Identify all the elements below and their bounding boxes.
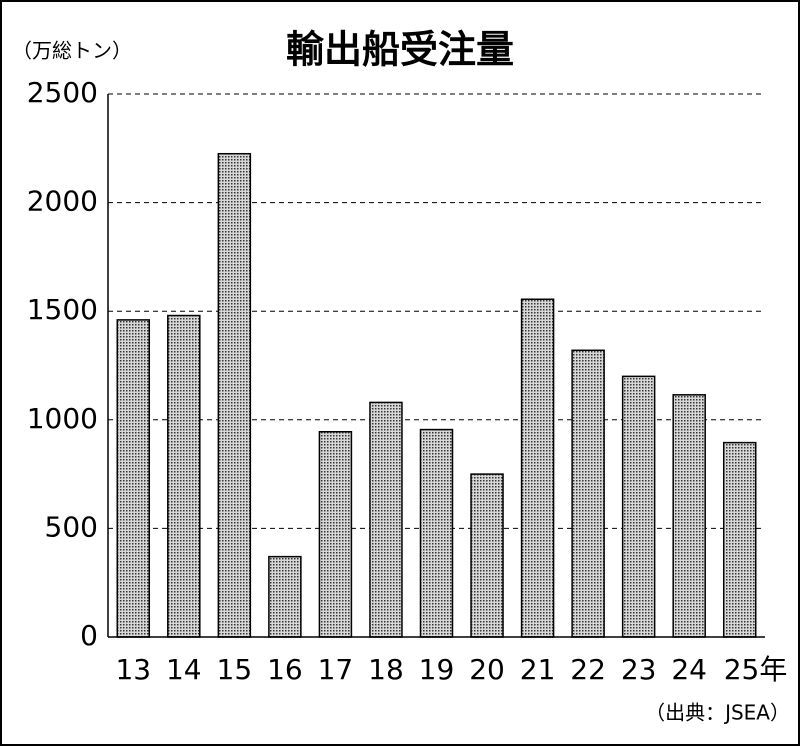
- x-tick-label: 17: [318, 653, 354, 686]
- y-tick-label: 2000: [27, 185, 98, 218]
- y-tick-label: 1000: [27, 402, 98, 435]
- x-tick-label: 13: [115, 653, 151, 686]
- x-tick-label: 15: [217, 653, 253, 686]
- bar: [318, 430, 353, 638]
- bar: [369, 401, 403, 638]
- x-tick-label: 18: [368, 653, 404, 686]
- x-tick-label: 24: [671, 653, 707, 686]
- y-axis-unit: （万総トン）: [12, 39, 132, 63]
- bar: [470, 473, 504, 638]
- chart-title: 輸出船受注量: [286, 28, 514, 72]
- source: （出典：JSEA）: [645, 701, 790, 725]
- x-tick-label: 19: [419, 653, 455, 686]
- bar: [116, 319, 151, 638]
- bar: [268, 555, 302, 638]
- x-tick-label: 22: [570, 653, 606, 686]
- bar: [722, 441, 757, 638]
- bar: [672, 394, 706, 638]
- bar: [419, 428, 454, 638]
- y-tick-label: 500: [45, 510, 98, 543]
- y-tick-label: 0: [80, 619, 98, 652]
- bar: [520, 298, 555, 638]
- x-tick-label: 16: [267, 653, 303, 686]
- x-tick-label: 21: [520, 653, 556, 686]
- bar: [621, 375, 656, 638]
- bar: [571, 349, 605, 638]
- y-tick-label: 1500: [27, 293, 98, 326]
- x-tick-label: 20: [469, 653, 505, 686]
- bar: [217, 152, 252, 638]
- x-tick-label: 14: [166, 653, 202, 686]
- y-tick-label: 2500: [27, 76, 98, 109]
- x-tick-label: 25年: [724, 653, 788, 686]
- bar: [167, 314, 201, 638]
- x-tick-label: 23: [621, 653, 657, 686]
